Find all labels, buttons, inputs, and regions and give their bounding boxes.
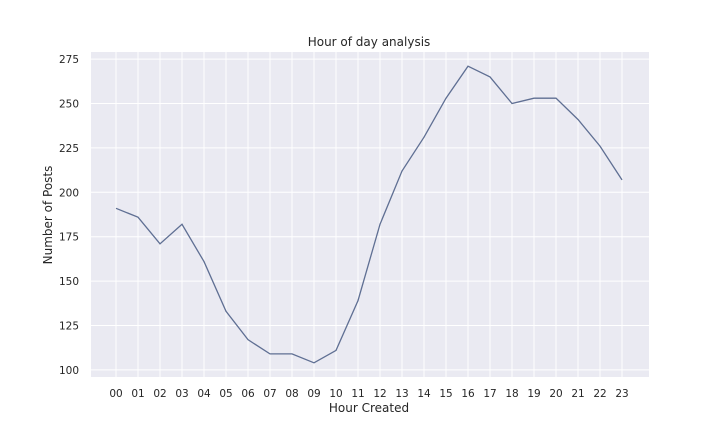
x-tick-label: 22 — [593, 388, 606, 400]
series-group — [115, 65, 623, 364]
x-tick-label: 03 — [175, 388, 188, 400]
x-tick-label: 04 — [197, 388, 211, 400]
x-tick-labels: 00 01 02 03 04 05 06 07 08 09 10 11 12 13 14 15 16 17 18 19… — [109, 388, 628, 400]
x-tick-label: 08 — [285, 388, 298, 400]
grid — [91, 52, 649, 377]
x-tick-label: 06 — [241, 388, 255, 400]
chart-title: Hour of day analysis — [308, 35, 431, 49]
y-tick-label: 100 — [59, 365, 79, 377]
y-tick-label: 225 — [59, 143, 79, 155]
y-tick-label: 275 — [59, 54, 79, 66]
x-tick-label: 10 — [329, 388, 342, 400]
x-tick-label: 11 — [351, 388, 364, 400]
x-tick-label: 09 — [307, 388, 320, 400]
x-tick-label: 20 — [549, 388, 562, 400]
y-tick-label: 150 — [59, 276, 79, 288]
x-tick-label: 19 — [527, 388, 540, 400]
x-tick-label: 16 — [461, 388, 475, 400]
x-tick-label: 07 — [263, 388, 276, 400]
x-tick-label: 18 — [505, 388, 518, 400]
x-tick-label: 15 — [439, 388, 452, 400]
y-tick-labels: 100 125 150 175 200 225 250 275 — [59, 54, 79, 377]
x-tick-label: 17 — [483, 388, 496, 400]
x-axis-label: Hour Created — [329, 401, 409, 415]
x-tick-label: 12 — [373, 388, 386, 400]
x-tick-label: 01 — [131, 388, 144, 400]
y-axis-label: Number of Posts — [41, 166, 55, 265]
x-tick-label: 21 — [571, 388, 584, 400]
x-tick-label: 05 — [219, 388, 232, 400]
y-tick-label: 200 — [59, 187, 79, 199]
y-tick-label: 175 — [59, 232, 79, 244]
y-tick-label: 125 — [59, 320, 79, 332]
x-tick-label: 00 — [109, 388, 122, 400]
y-tick-label: 250 — [59, 99, 79, 111]
x-tick-label: 23 — [615, 388, 628, 400]
series-line — [115, 65, 623, 364]
x-tick-label: 13 — [395, 388, 408, 400]
x-tick-label: 02 — [153, 388, 166, 400]
plot-area — [91, 52, 649, 377]
x-tick-label: 14 — [417, 388, 431, 400]
